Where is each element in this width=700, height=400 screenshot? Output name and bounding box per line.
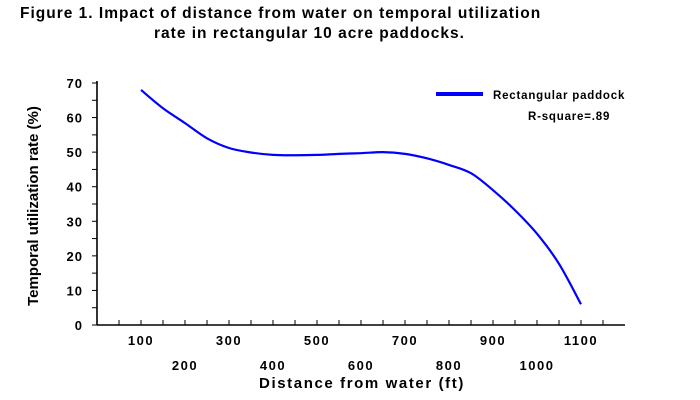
- y-tick-label: 10: [67, 283, 83, 298]
- y-axis-label: Temporal utilization rate (%): [25, 106, 42, 306]
- x-tick-label: 100: [128, 333, 154, 348]
- y-tick-label: 0: [75, 318, 83, 333]
- title-line-2: rate in rectangular 10 acre paddocks.: [154, 25, 465, 42]
- x-tick-label: 200: [172, 358, 198, 373]
- series-line-rectangular-paddock: [140, 89, 582, 305]
- y-tick-label: 30: [67, 214, 83, 229]
- x-tick-label: 400: [260, 358, 286, 373]
- y-tick-label: 40: [67, 180, 83, 195]
- ticks: 0 10 20 30 40 50 60 70 100 200 300 400 500 600 700 800 9…: [67, 76, 604, 373]
- y-tick-label: 50: [67, 145, 83, 160]
- x-tick-label: 1100: [564, 333, 598, 348]
- y-tick-label: 70: [67, 76, 83, 91]
- legend-label: Rectangular paddock: [493, 90, 625, 102]
- x-tick-label: 800: [436, 358, 462, 373]
- x-tick-label: 1000: [520, 358, 555, 373]
- figure-title: Figure 1. Impact of distance from water …: [20, 4, 541, 44]
- x-tick-label: 300: [216, 333, 242, 348]
- x-tick-label: 900: [480, 333, 506, 348]
- y-tick-label: 20: [67, 249, 83, 264]
- r-square-annotation: R-square=.89: [528, 111, 610, 123]
- y-tick-label: 60: [67, 111, 83, 126]
- x-axis-label: Distance from water (ft): [259, 375, 465, 392]
- x-tick-label: 600: [348, 358, 374, 373]
- x-tick-label: 700: [392, 333, 418, 348]
- x-tick-label: 500: [304, 333, 330, 348]
- title-line-1: Figure 1. Impact of distance from water …: [20, 5, 542, 22]
- legend: Rectangular paddock R-square=.89: [436, 90, 625, 123]
